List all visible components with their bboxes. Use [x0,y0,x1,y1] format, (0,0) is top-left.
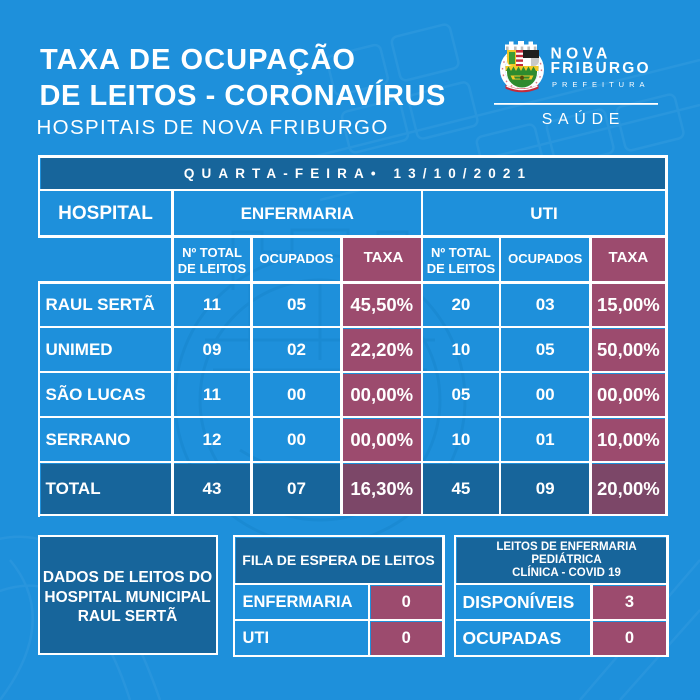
svg-text:NOVA: NOVA [551,45,612,62]
svg-text:FRIBURGO: FRIBURGO [551,60,651,77]
svg-text:PREFEITURA: PREFEITURA [552,80,650,89]
svg-text:SAÚDE: SAÚDE [542,109,625,128]
